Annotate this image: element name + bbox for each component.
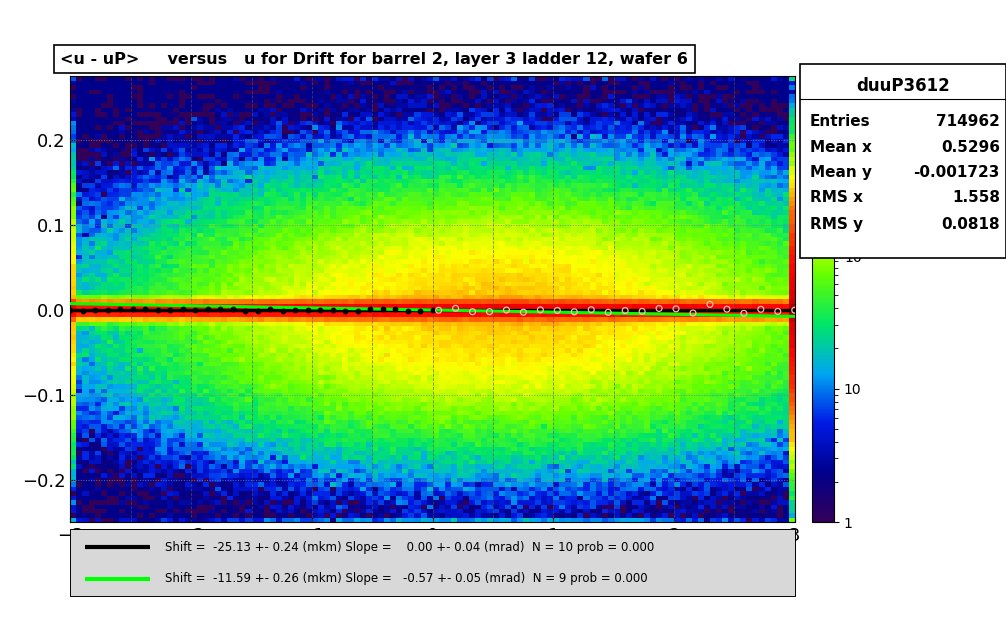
Point xyxy=(62,304,78,315)
Point xyxy=(100,305,116,315)
Point xyxy=(685,308,701,318)
Text: Entries: Entries xyxy=(810,115,871,129)
Point xyxy=(187,305,203,315)
Point xyxy=(431,305,447,315)
FancyBboxPatch shape xyxy=(70,529,795,596)
Point xyxy=(362,304,378,315)
Point xyxy=(482,306,498,317)
Point xyxy=(125,304,141,315)
Text: Mean y: Mean y xyxy=(810,165,872,180)
Point xyxy=(74,306,91,316)
Point xyxy=(350,306,366,316)
Point xyxy=(634,306,650,317)
Point xyxy=(175,304,191,315)
Text: -0.001723: -0.001723 xyxy=(913,165,1000,180)
Point xyxy=(325,304,341,315)
Point xyxy=(88,305,104,315)
Text: 0.5296: 0.5296 xyxy=(941,140,1000,155)
Point xyxy=(237,305,254,315)
Point xyxy=(735,308,751,318)
Point xyxy=(566,306,582,317)
Point xyxy=(162,304,178,315)
Text: Mean x: Mean x xyxy=(810,140,872,155)
Point xyxy=(200,304,216,314)
Point xyxy=(374,304,390,315)
Point xyxy=(150,304,166,315)
Text: Shift =  -25.13 +- 0.24 (mkm) Slope =    0.00 +- 0.04 (mrad)  N = 10 prob = 0.00: Shift = -25.13 +- 0.24 (mkm) Slope = 0.0… xyxy=(165,541,654,554)
Text: RMS x: RMS x xyxy=(810,190,863,205)
Text: duuP3612: duuP3612 xyxy=(856,77,950,96)
Point xyxy=(668,304,684,314)
Point xyxy=(425,304,441,315)
Point xyxy=(113,304,129,315)
Point xyxy=(515,307,531,317)
Point xyxy=(719,304,735,314)
Text: Shift =  -11.59 +- 0.26 (mkm) Slope =   -0.57 +- 0.05 (mrad)  N = 9 prob = 0.000: Shift = -11.59 +- 0.26 (mkm) Slope = -0.… xyxy=(165,573,647,585)
X-axis label: ../P06icFiles/cuProductionMinBias_FullField.A.root: ../P06icFiles/cuProductionMinBias_FullFi… xyxy=(179,551,686,569)
Point xyxy=(651,303,667,313)
Point xyxy=(465,306,481,317)
Point xyxy=(532,304,548,315)
Point xyxy=(263,304,279,314)
Point xyxy=(702,299,718,310)
Point xyxy=(137,304,153,314)
Point xyxy=(549,305,565,315)
Text: RMS y: RMS y xyxy=(810,217,863,233)
Point xyxy=(399,306,415,316)
Point xyxy=(249,306,266,316)
Point xyxy=(752,304,769,315)
Point xyxy=(601,307,617,317)
Text: 0.0818: 0.0818 xyxy=(942,217,1000,233)
Text: <u - uP>     versus   u for Drift for barrel 2, layer 3 ladder 12, wafer 6: <u - uP> versus u for Drift for barrel 2… xyxy=(60,52,688,67)
Point xyxy=(770,306,786,317)
Point xyxy=(287,305,303,315)
Point xyxy=(583,304,600,315)
Text: 1.558: 1.558 xyxy=(952,190,1000,205)
Point xyxy=(412,306,429,316)
Point xyxy=(212,303,228,313)
Point xyxy=(275,306,291,316)
Point xyxy=(300,305,316,315)
Point xyxy=(312,304,328,315)
Point xyxy=(617,305,633,315)
Point xyxy=(448,303,464,313)
Point xyxy=(387,304,403,315)
Point xyxy=(224,304,240,314)
Point xyxy=(498,305,514,315)
FancyBboxPatch shape xyxy=(800,64,1006,258)
Point xyxy=(337,306,353,316)
Point xyxy=(787,305,803,315)
Text: 714962: 714962 xyxy=(936,115,1000,129)
